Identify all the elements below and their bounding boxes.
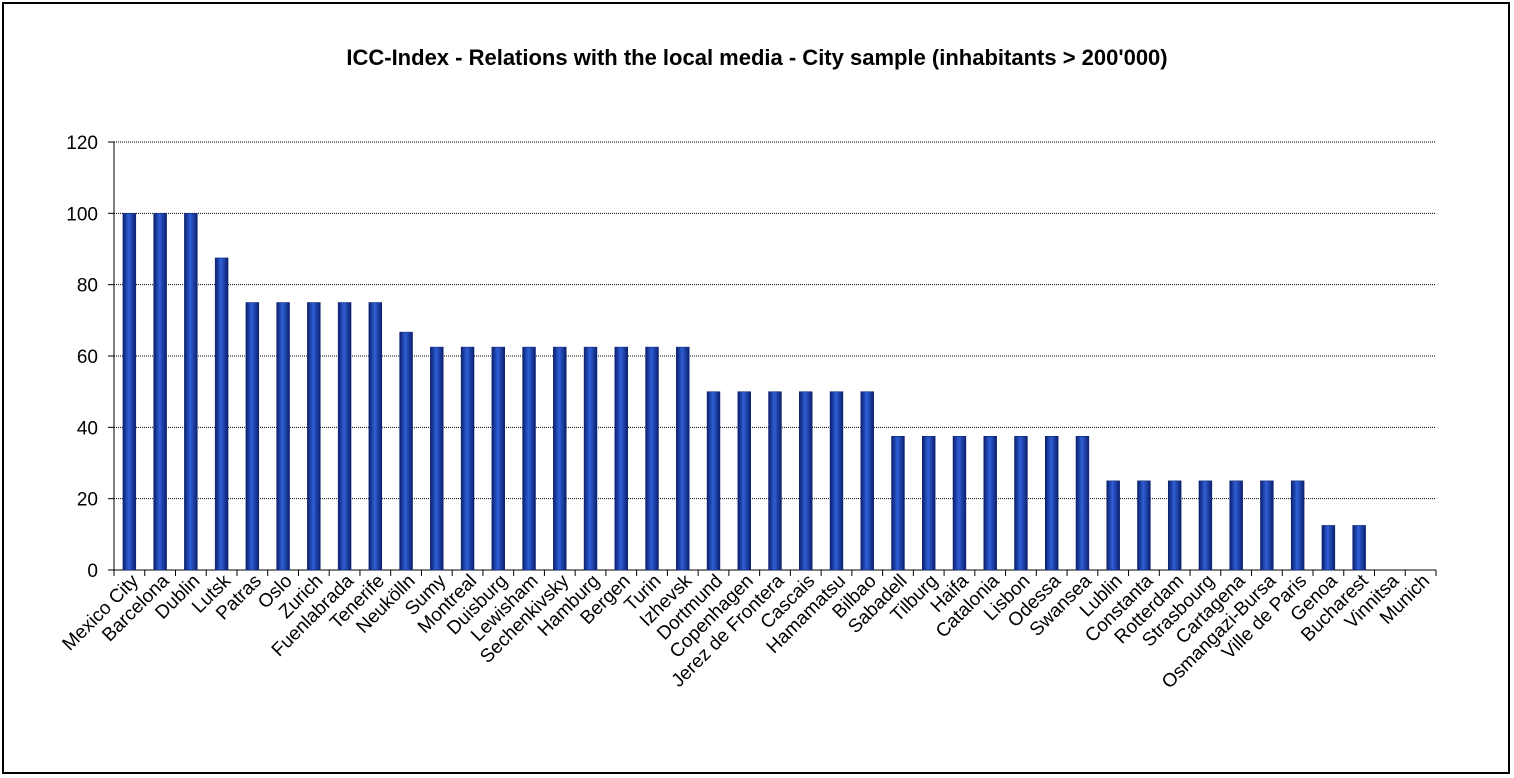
bar bbox=[645, 346, 659, 571]
chart-title: ICC-Index - Relations with the local med… bbox=[346, 45, 1168, 70]
bar bbox=[983, 436, 997, 571]
bar bbox=[614, 346, 628, 571]
category-labels: Mexico CityBarcelonaDublinLutskPatrasOsl… bbox=[59, 570, 1435, 693]
bar bbox=[491, 346, 506, 571]
bar bbox=[214, 257, 229, 571]
bar bbox=[1352, 525, 1366, 571]
y-tick-label: 40 bbox=[77, 418, 98, 439]
bar bbox=[799, 391, 813, 571]
bar bbox=[430, 346, 444, 571]
bar bbox=[1167, 480, 1182, 571]
bar bbox=[553, 346, 567, 571]
bar bbox=[706, 391, 721, 571]
bar bbox=[1260, 480, 1274, 571]
bar bbox=[676, 346, 690, 571]
bar bbox=[1290, 480, 1305, 571]
gridlines bbox=[114, 141, 1436, 500]
bar bbox=[891, 436, 905, 571]
bar bbox=[922, 436, 936, 571]
bar bbox=[307, 302, 321, 571]
bar bbox=[1044, 436, 1059, 571]
y-tick-label: 120 bbox=[66, 133, 98, 154]
bar bbox=[245, 302, 260, 571]
y-tick-label: 60 bbox=[77, 347, 98, 368]
y-tick-label: 100 bbox=[66, 204, 98, 225]
bar bbox=[399, 331, 413, 571]
bar bbox=[583, 346, 598, 571]
bar bbox=[337, 302, 352, 571]
bar bbox=[184, 213, 198, 571]
bar bbox=[829, 391, 844, 571]
bar bbox=[1198, 480, 1213, 571]
bar bbox=[1229, 480, 1243, 571]
bar bbox=[276, 302, 290, 571]
bar bbox=[122, 213, 137, 571]
bar bbox=[737, 391, 751, 571]
bar bbox=[1106, 480, 1120, 571]
y-tick-label: 0 bbox=[87, 561, 98, 582]
bar bbox=[153, 213, 167, 571]
bar bbox=[1321, 525, 1336, 571]
bar bbox=[368, 302, 383, 571]
bars bbox=[122, 213, 1366, 571]
bar bbox=[1075, 436, 1090, 571]
bar bbox=[1014, 436, 1028, 571]
bar bbox=[460, 346, 475, 571]
bar bbox=[952, 436, 967, 571]
bar bbox=[768, 391, 782, 571]
y-tick-label: 80 bbox=[77, 276, 98, 297]
bar bbox=[522, 346, 536, 571]
bar bbox=[860, 391, 874, 571]
bar bbox=[1137, 480, 1151, 571]
y-tick-label: 20 bbox=[77, 490, 98, 511]
